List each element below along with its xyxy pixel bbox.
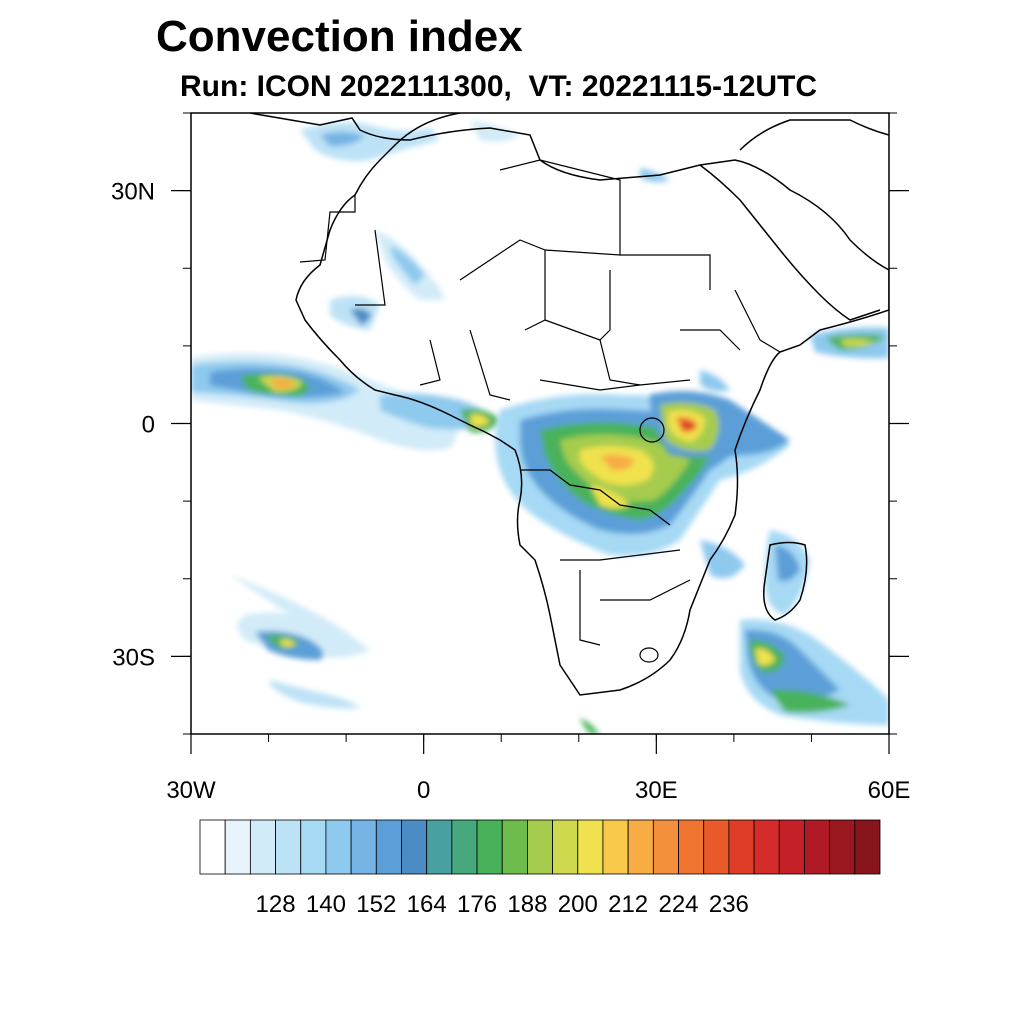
border-14 [469, 329, 511, 401]
colorbar-swatch [426, 819, 453, 875]
chart-subtitle: Run: ICON 2022111300, VT: 20221115-12UTC [180, 70, 818, 103]
colorbar-swatch [451, 819, 478, 875]
region-arabian-sea-band [810, 327, 889, 359]
border-9 [520, 469, 671, 526]
colorbar-swatch [325, 819, 352, 875]
madagascar-coast [763, 541, 808, 621]
colorbar-swatch [678, 819, 705, 875]
colorbar-swatch [577, 819, 604, 875]
border-10 [560, 549, 681, 561]
lat-tick-label: 30N [111, 179, 155, 206]
border-5 [620, 254, 711, 290]
coastlines [249, 113, 889, 696]
border-4 [499, 159, 621, 256]
red-sea-coast [699, 164, 881, 321]
mediterranean-east-coast [739, 119, 889, 151]
colorbar-swatch [401, 819, 428, 875]
border-13 [419, 339, 441, 386]
colorbar-swatch [199, 819, 226, 875]
border-8 [539, 379, 691, 391]
convection-field [191, 120, 889, 734]
border-6 [544, 319, 641, 386]
border-7 [599, 270, 611, 341]
region-atlantic-itcz-band [191, 353, 500, 451]
colorbar-swatch [224, 819, 251, 875]
colorbar-swatch [652, 819, 679, 875]
colorbar-label: 176 [457, 891, 497, 918]
colorbar-label: 152 [356, 891, 396, 918]
border-1 [299, 195, 356, 263]
border-15 [734, 289, 781, 353]
lat-tick-label: 30S [112, 644, 155, 671]
axis-ticks: 30N 0 30S 30W 0 30E 60E [111, 112, 911, 804]
colorbar-swatch [627, 819, 654, 875]
border-2 [355, 229, 386, 306]
colorbar-swatch [501, 819, 528, 875]
colorbar-swatch [728, 819, 755, 875]
colorbar-swatch [476, 819, 503, 875]
colorbar-swatch [829, 819, 856, 875]
africa-coast [249, 113, 889, 696]
chart-title: Convection index [156, 12, 523, 61]
colorbar-label: 128 [256, 891, 296, 918]
country-borders [299, 159, 781, 663]
border-12 [600, 579, 691, 601]
colorbar-swatch [753, 819, 780, 875]
colorbar-swatch [300, 819, 327, 875]
region-sahara-northwest-band [300, 120, 670, 330]
colorbar-swatch [527, 819, 553, 875]
colorbar-swatch [275, 819, 302, 875]
region-madagascar-southeast [700, 530, 889, 725]
colorbar-label: 140 [306, 891, 346, 918]
colorbar-label: 200 [558, 891, 598, 918]
colorbar-label: 164 [407, 891, 447, 918]
colorbar-swatch [703, 819, 730, 875]
colorbar-label: 224 [658, 891, 698, 918]
lake-border [639, 417, 665, 443]
colorbar-swatch [854, 819, 881, 875]
lat-tick-label: 0 [142, 412, 155, 439]
region-east-african-lakes [650, 370, 790, 458]
colorbar-swatch [375, 819, 402, 875]
lon-tick-label: 0 [417, 777, 430, 804]
colorbar-swatch [778, 819, 805, 875]
lesotho-border [639, 647, 659, 663]
colorbar-label: 212 [608, 891, 648, 918]
lon-tick-label: 30W [166, 777, 216, 804]
border-16 [680, 329, 741, 351]
lon-tick-label: 30E [635, 777, 678, 804]
colorbar-label: 188 [507, 891, 547, 918]
colorbar-label: 236 [709, 891, 749, 918]
colorbar-swatch [602, 819, 629, 875]
colorbar-swatch [552, 819, 579, 875]
colorbar-swatch [249, 819, 276, 875]
region-south-atlantic-streak [230, 575, 600, 734]
colorbar-swatch [350, 819, 377, 875]
colorbar: 128 140 152 164 176 188 200 212 224 236 [199, 819, 881, 918]
colorbar-swatch [804, 819, 831, 875]
border-11 [579, 570, 601, 646]
lon-tick-label: 60E [868, 777, 911, 804]
